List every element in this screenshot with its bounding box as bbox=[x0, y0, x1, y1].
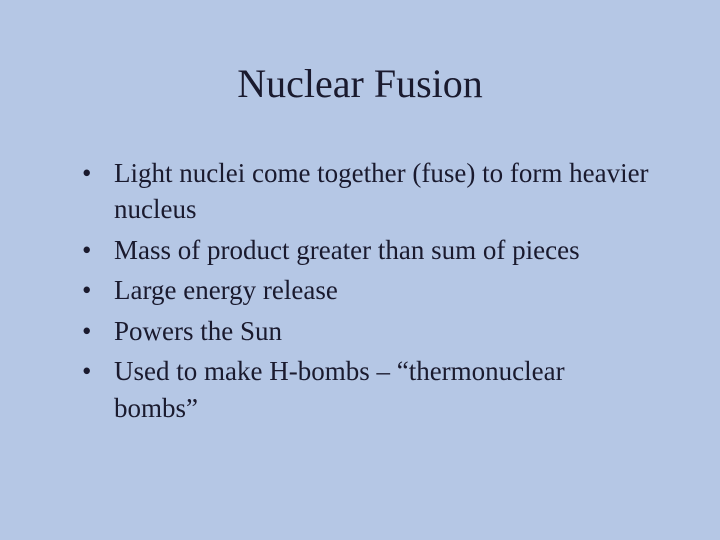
bullet-list: Light nuclei come together (fuse) to for… bbox=[70, 155, 650, 426]
list-item: Light nuclei come together (fuse) to for… bbox=[82, 155, 650, 228]
list-item: Used to make H-bombs – “thermonuclear bo… bbox=[82, 353, 650, 426]
list-item: Powers the Sun bbox=[82, 313, 650, 349]
slide-title: Nuclear Fusion bbox=[70, 60, 650, 107]
list-item: Large energy release bbox=[82, 272, 650, 308]
slide: Nuclear Fusion Light nuclei come togethe… bbox=[0, 0, 720, 540]
list-item: Mass of product greater than sum of piec… bbox=[82, 232, 650, 268]
